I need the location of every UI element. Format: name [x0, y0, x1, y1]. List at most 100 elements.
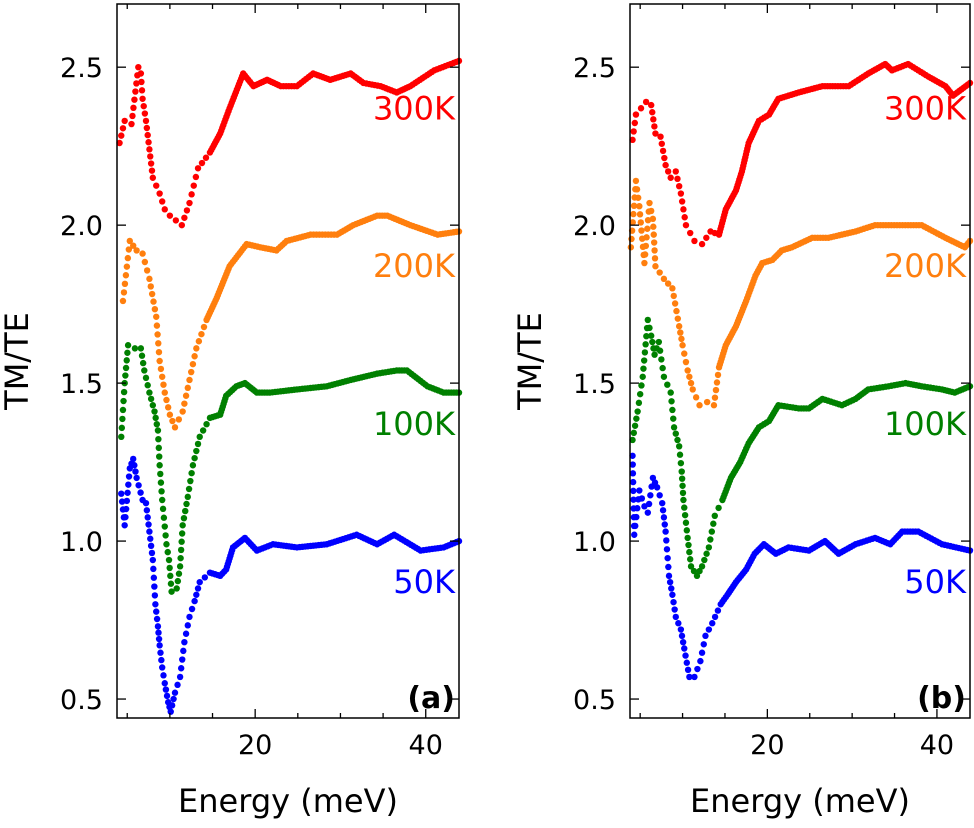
data-point — [180, 514, 188, 522]
data-point — [629, 452, 636, 459]
data-point — [174, 681, 181, 689]
data-point — [680, 206, 687, 213]
data-point — [123, 263, 131, 270]
data-point — [674, 175, 681, 183]
data-point — [670, 598, 677, 606]
data-point — [642, 341, 649, 348]
data-point — [196, 433, 203, 441]
data-point — [635, 399, 643, 407]
x-axis-label: Energy (meV) — [178, 782, 398, 820]
data-point — [630, 202, 638, 209]
data-point — [125, 473, 133, 480]
data-point — [691, 237, 698, 245]
data-point — [182, 392, 190, 399]
data-point — [157, 365, 165, 373]
data-point — [627, 244, 635, 251]
data-point — [686, 548, 693, 556]
data-point — [661, 154, 668, 162]
data-point — [636, 487, 643, 494]
data-point — [630, 128, 637, 135]
data-point — [155, 340, 162, 347]
data-point — [124, 489, 131, 496]
data-point — [122, 372, 129, 379]
data-point — [677, 626, 685, 633]
data-point — [163, 692, 171, 700]
y-tick-label: 0.5 — [573, 685, 616, 716]
data-point — [154, 427, 162, 434]
data-point — [118, 498, 126, 505]
data-point — [629, 436, 636, 444]
data-point — [677, 329, 684, 336]
data-point — [684, 534, 691, 542]
data-point — [703, 398, 711, 406]
data-point — [681, 504, 688, 511]
data-point — [157, 479, 165, 486]
data-point — [177, 546, 185, 554]
data-point — [655, 338, 663, 346]
data-point — [657, 133, 664, 140]
data-point — [155, 444, 162, 452]
data-point — [203, 420, 210, 428]
data-point — [150, 574, 158, 581]
data-point — [656, 492, 663, 499]
data-point — [673, 307, 680, 315]
data-point — [132, 468, 139, 475]
data-point — [124, 254, 132, 262]
data-point — [659, 147, 667, 155]
y-axis-label: TM/TE — [511, 312, 549, 411]
data-point — [161, 680, 168, 687]
data-point — [687, 563, 695, 570]
data-point — [679, 489, 687, 497]
data-point — [684, 367, 691, 374]
data-point — [143, 124, 151, 132]
data-point — [671, 300, 679, 307]
data-point — [118, 490, 125, 497]
data-point — [629, 219, 636, 226]
data-point — [137, 70, 145, 77]
data-point — [184, 493, 191, 501]
data-point — [141, 110, 149, 117]
data-point — [122, 505, 130, 513]
data-point — [184, 384, 191, 392]
data-point — [696, 567, 703, 575]
data-point — [679, 482, 686, 489]
data-point — [167, 708, 174, 715]
data-point — [145, 521, 152, 528]
data-point — [168, 588, 175, 595]
x-tick-label: 40 — [409, 730, 443, 761]
data-point — [179, 408, 186, 415]
data-point — [202, 154, 210, 161]
data-point — [631, 119, 639, 127]
data-point — [143, 507, 151, 514]
series-100K — [118, 342, 463, 595]
data-point — [636, 390, 644, 398]
data-point — [683, 659, 691, 666]
data-point — [171, 424, 179, 431]
data-point — [186, 376, 193, 384]
data-point — [133, 247, 140, 254]
series-300K — [116, 57, 463, 229]
data-point — [191, 597, 198, 605]
data-point — [646, 199, 653, 207]
data-point — [194, 165, 202, 172]
y-tick-label: 1.0 — [573, 527, 616, 558]
data-point — [664, 168, 672, 175]
data-point — [651, 351, 658, 358]
data-point — [199, 427, 207, 434]
data-point — [678, 475, 686, 482]
data-point — [146, 389, 153, 396]
data-point — [155, 348, 163, 356]
y-tick-label: 1.0 — [60, 527, 103, 558]
series-label-200K: 200K — [884, 247, 967, 285]
data-point — [142, 374, 150, 382]
data-point — [630, 210, 637, 218]
data-point — [149, 556, 157, 564]
data-point — [153, 182, 160, 189]
data-point — [119, 415, 126, 423]
data-point — [118, 132, 125, 139]
data-point — [711, 512, 718, 520]
data-point — [148, 167, 156, 174]
data-point — [171, 689, 179, 696]
data-point — [140, 102, 147, 110]
